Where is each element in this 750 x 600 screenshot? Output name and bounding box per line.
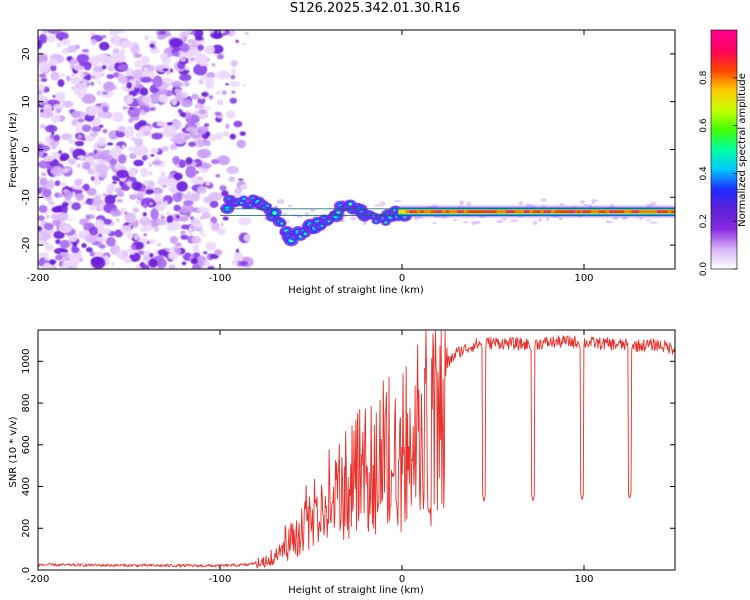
colorbar-ticks: 0.0 0.2 0.4 0.6 0.8: [699, 70, 737, 276]
spectrogram-x-ticks: -200 -100 0 100: [27, 30, 594, 284]
snr-line: [38, 330, 675, 569]
y-tick-label: 0: [21, 567, 32, 573]
colorbar-tick-label: 0.6: [699, 118, 709, 133]
x-tick-label: 0: [399, 574, 405, 585]
spectrogram-x-label: Height of straight line (km): [288, 285, 424, 296]
snr-plot-area: [38, 330, 675, 570]
snr-y-label: SNR (10 * v/v): [8, 416, 19, 487]
spectrogram-y-ticks: 20 10 0 -10 -20: [21, 48, 675, 253]
snr-y-ticks: 0 200 400 600 800 1000: [21, 349, 675, 573]
colorbar-gradient: [711, 30, 737, 269]
y-tick-label: 0: [21, 146, 32, 152]
chart-title: S126.2025.342.01.30.R16: [289, 1, 461, 16]
spectrogram-tone-track: [220, 194, 675, 247]
y-tick-label: -10: [21, 189, 32, 205]
colorbar: 0.0 0.2 0.4 0.6 0.8 Normalized spectral ampl…: [699, 29, 748, 276]
snr-x-label: Height of straight line (km): [288, 585, 424, 596]
colorbar-frame: [710, 29, 738, 270]
snr-series: [38, 330, 675, 569]
reference-lines: [220, 208, 675, 216]
colorbar-tick-label: 0.4: [699, 166, 709, 181]
y-tick-label: 20: [21, 48, 32, 61]
x-tick-label: -200: [27, 574, 50, 585]
colorbar-tick-label: 0.2: [699, 214, 709, 228]
colorbar-tick-label: 0.8: [699, 70, 709, 85]
colorbar-label: Normalized spectral amplitude: [737, 73, 748, 227]
y-tick-label: 600: [21, 435, 32, 454]
snr-panel: -200 -100 0 100 0 200 400 600 800 1000 Height of…: [8, 329, 676, 596]
y-tick-label: 400: [21, 477, 32, 496]
x-tick-label: 0: [399, 273, 405, 284]
y-tick-label: 200: [21, 519, 32, 538]
spectrogram-noise: [38, 30, 675, 269]
x-tick-label: 100: [574, 574, 593, 585]
y-tick-label: -20: [21, 237, 32, 253]
x-tick-label: 100: [574, 273, 593, 284]
x-tick-label: -200: [27, 273, 50, 284]
y-tick-label: 800: [21, 393, 32, 412]
colorbar-tick-label: 0.0: [699, 262, 709, 277]
snr-frame: [37, 329, 676, 571]
spectrogram-y-label: Frequency (Hz): [8, 112, 19, 188]
y-tick-label: 10: [21, 95, 32, 108]
x-tick-label: -100: [209, 574, 232, 585]
snr-x-ticks: -200 -100 0 100: [27, 330, 594, 585]
y-tick-label: 1000: [21, 349, 32, 374]
x-tick-label: -100: [209, 273, 232, 284]
